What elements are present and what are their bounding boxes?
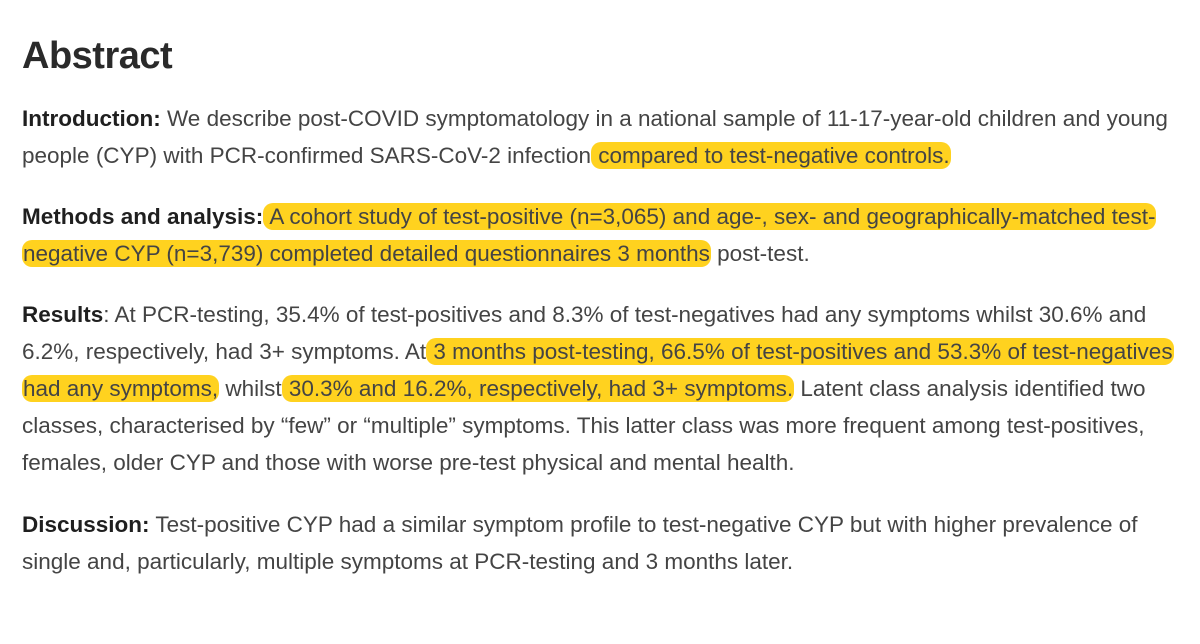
methods-paragraph: Methods and analysis: A cohort study of … [22, 198, 1194, 272]
discussion-text: Test-positive CYP had a similar symptom … [22, 512, 1138, 574]
introduction-highlight: compared to test-negative controls. [590, 142, 951, 169]
introduction-label: Introduction: [22, 106, 161, 131]
introduction-paragraph: Introduction: We describe post-COVID sym… [22, 100, 1194, 174]
introduction-text: We describe post-COVID symptomatology in… [22, 106, 1168, 168]
results-text-2: whilst [219, 376, 282, 401]
discussion-label: Discussion: [22, 512, 150, 537]
abstract-heading: Abstract [22, 35, 173, 77]
results-text-3: Latent class analysis identified two cla… [22, 376, 1146, 475]
abstract-document: Abstract Introduction: We describe post-… [22, 0, 1194, 580]
results-paragraph: Results: At PCR-testing, 35.4% of test-p… [22, 296, 1194, 481]
results-text-1: : At PCR-testing, 35.4% of test-positive… [22, 302, 1147, 364]
results-highlight-2: 30.3% and 16.2%, respectively, had 3+ sy… [281, 375, 795, 402]
results-label: Results [22, 302, 104, 327]
methods-text: post-test. [710, 241, 810, 266]
discussion-paragraph: Discussion: Test-positive CYP had a simi… [22, 506, 1194, 580]
methods-label: Methods and analysis: [22, 204, 264, 229]
